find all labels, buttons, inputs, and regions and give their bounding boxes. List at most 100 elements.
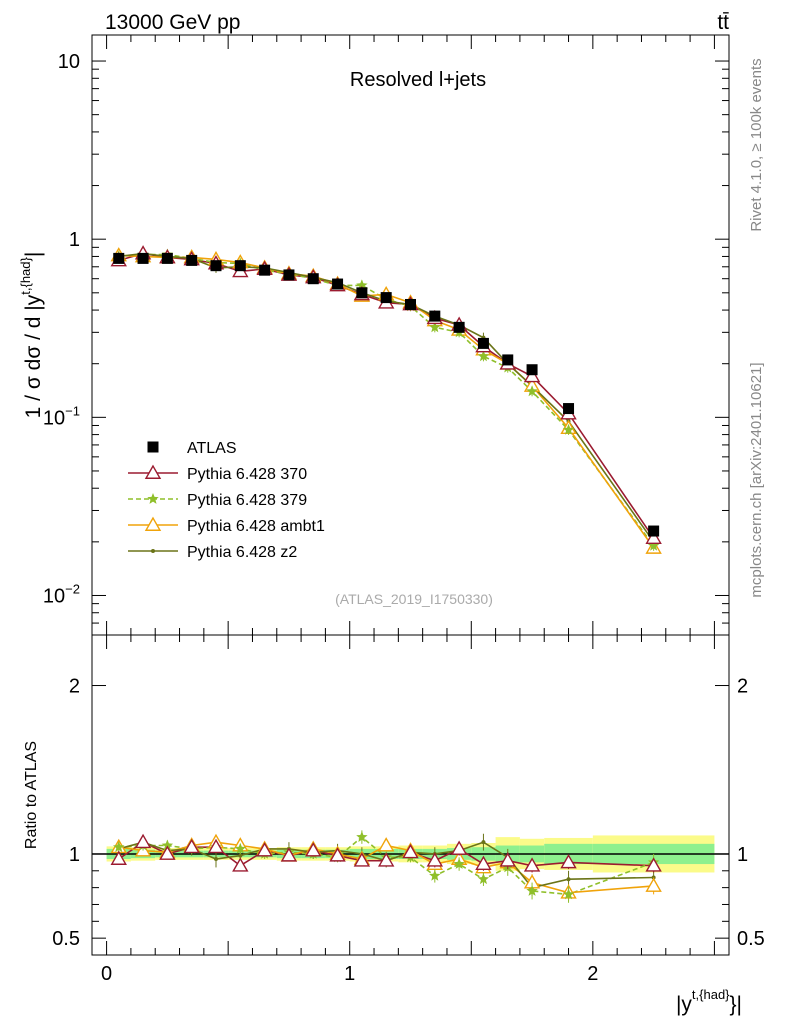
triangle-marker bbox=[159, 845, 176, 860]
data-point bbox=[332, 278, 344, 290]
star-marker bbox=[161, 839, 174, 851]
dot-marker bbox=[151, 549, 155, 553]
header-energy-label: 13000 GeV pp bbox=[105, 11, 240, 34]
legend-label: Pythia 6.428 370 bbox=[187, 466, 307, 483]
ratio-y-tick-label-left: 0.5 bbox=[52, 928, 80, 950]
data-point bbox=[356, 287, 368, 299]
legend-label: ATLAS bbox=[187, 440, 237, 457]
star-marker bbox=[526, 385, 538, 397]
star-marker bbox=[647, 539, 660, 551]
y-tick-label: 10 bbox=[58, 51, 80, 73]
star-marker bbox=[453, 858, 465, 869]
triangle-marker bbox=[183, 838, 200, 854]
data-point bbox=[137, 252, 149, 264]
triangle-marker bbox=[144, 516, 162, 531]
triangle-marker bbox=[645, 857, 662, 872]
data-point bbox=[477, 337, 489, 349]
triangle-marker bbox=[110, 850, 127, 865]
data-point bbox=[147, 441, 159, 453]
ratio-y-tick-label-left: 2 bbox=[69, 676, 80, 698]
y-tick-label: 1 bbox=[69, 229, 80, 251]
plot-title: Resolved l+jets bbox=[350, 69, 486, 91]
ratio-y-tick-label-right: 1 bbox=[737, 844, 748, 866]
triangle-marker bbox=[402, 843, 419, 859]
x-tick-label: 2 bbox=[587, 963, 598, 985]
legend-label: Pythia 6.428 z2 bbox=[187, 544, 297, 561]
triangle-marker bbox=[450, 840, 468, 855]
series-line-p379 bbox=[118, 253, 655, 547]
data-point bbox=[563, 403, 575, 415]
ratio-y-tick-label-right: 2 bbox=[737, 676, 748, 698]
triangle-marker bbox=[207, 838, 225, 854]
triangle-marker bbox=[353, 852, 371, 867]
star-marker bbox=[562, 423, 575, 435]
triangle-marker bbox=[560, 853, 577, 869]
dot-marker bbox=[238, 853, 243, 858]
dot-marker bbox=[566, 877, 571, 882]
star-marker bbox=[234, 842, 246, 854]
data-point bbox=[113, 252, 125, 264]
data-point bbox=[259, 264, 271, 276]
triangle-marker bbox=[329, 847, 346, 862]
legend: ATLAS Pythia 6.428 370 Pythia 6.428 379 Pyt… bbox=[128, 440, 325, 561]
legend-label: Pythia 6.428 ambt1 bbox=[187, 518, 325, 535]
triangle-marker bbox=[645, 877, 662, 892]
ratio-axis-ticks: 0.5 0.5 1 1 2 2 0 1 2 bbox=[52, 635, 765, 985]
triangle-marker bbox=[475, 855, 492, 871]
dot-marker bbox=[481, 840, 486, 845]
triangle-marker bbox=[134, 833, 152, 849]
star-marker bbox=[113, 841, 125, 853]
data-point bbox=[234, 260, 246, 272]
data-point bbox=[648, 525, 660, 537]
star-marker bbox=[562, 888, 575, 900]
main-panel: 10−2 10−1 1 10 Resolved l+jets (ATLAS_2019_… bbox=[18, 34, 730, 636]
triangle-marker bbox=[232, 857, 249, 872]
star-marker bbox=[526, 885, 538, 896]
triangle-marker bbox=[280, 847, 298, 862]
data-point bbox=[161, 252, 173, 264]
rivet-version-label: Rivet 4.1.0, ≥ 100k events bbox=[748, 58, 765, 231]
triangle-marker bbox=[499, 852, 516, 867]
y-tick-label: 10−2 bbox=[43, 581, 80, 607]
x-tick-label: 1 bbox=[344, 963, 355, 985]
legend-label: Pythia 6.428 379 bbox=[187, 492, 307, 509]
star-marker bbox=[429, 321, 441, 333]
star-marker bbox=[147, 493, 159, 504]
data-point bbox=[283, 269, 295, 281]
data-point bbox=[526, 364, 538, 376]
triangle-marker bbox=[523, 857, 541, 872]
triangle-marker bbox=[144, 464, 162, 479]
data-point bbox=[307, 273, 319, 285]
ratio-y-tick-label-right: 0.5 bbox=[737, 928, 765, 950]
y-tick-label: 10−1 bbox=[43, 403, 80, 429]
star-marker bbox=[429, 869, 441, 881]
star-marker bbox=[477, 873, 490, 885]
triangle-marker bbox=[426, 852, 444, 867]
data-point bbox=[186, 254, 198, 266]
triangle-marker bbox=[377, 852, 395, 867]
analysis-watermark: (ATLAS_2019_I1750330) bbox=[335, 591, 493, 607]
main-series-group bbox=[110, 245, 662, 554]
triangle-marker bbox=[645, 529, 662, 545]
ratio-y-axis-label: Ratio to ATLAS bbox=[23, 741, 40, 849]
triangle-marker bbox=[523, 367, 541, 383]
triangle-marker bbox=[377, 837, 395, 852]
ratio-series-group bbox=[110, 830, 662, 903]
data-point bbox=[453, 321, 465, 333]
header-process-label: tt̄ bbox=[717, 11, 729, 34]
triangle-marker bbox=[256, 842, 273, 857]
main-axis-ticks: 10−2 10−1 1 10 bbox=[43, 35, 729, 636]
data-point bbox=[405, 298, 416, 310]
x-tick-label: 0 bbox=[101, 963, 112, 985]
ratio-frame bbox=[91, 634, 730, 956]
data-point bbox=[380, 292, 392, 304]
data-point bbox=[210, 260, 222, 272]
dot-marker bbox=[213, 857, 218, 861]
main-y-axis-label: 1 / σ dσ / d |yt,{had}| bbox=[18, 252, 45, 419]
data-point bbox=[502, 354, 514, 366]
ratio-line-p379 bbox=[118, 836, 654, 896]
triangle-marker bbox=[305, 842, 322, 857]
star-marker bbox=[477, 350, 490, 362]
star-marker bbox=[356, 831, 368, 842]
